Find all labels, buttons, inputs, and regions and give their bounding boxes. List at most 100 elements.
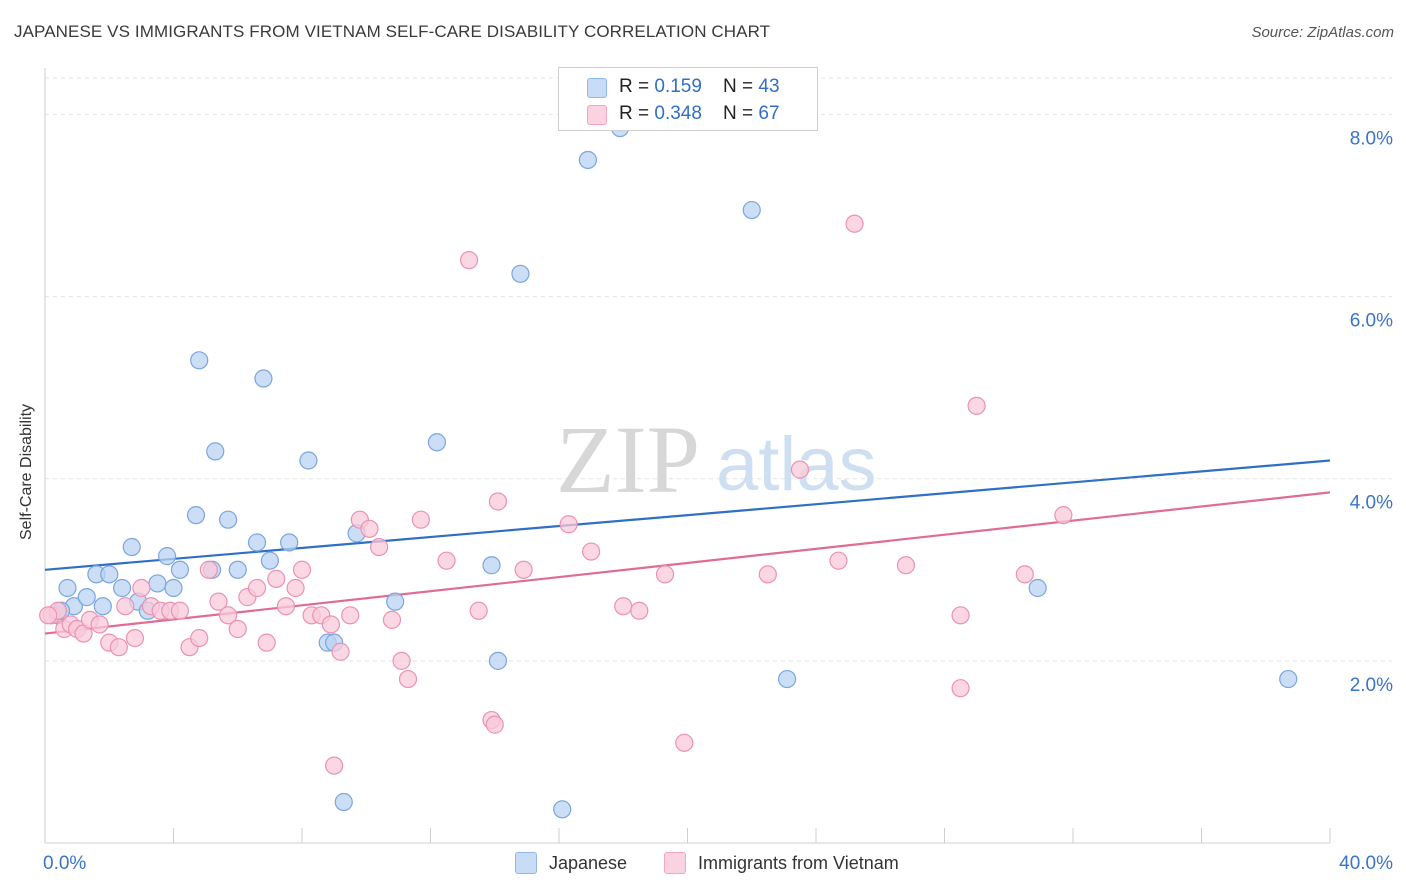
- data-point-japanese: [777, 669, 797, 689]
- legend-swatch-japanese: [515, 852, 537, 874]
- data-point-vietnam: [630, 601, 649, 620]
- data-point-vietnam: [790, 460, 810, 479]
- data-point-vietnam: [199, 560, 218, 579]
- x-tick-label: 0.0%: [43, 853, 86, 874]
- data-point-vietnam: [116, 597, 135, 616]
- data-point-vietnam: [1015, 565, 1034, 584]
- data-point-vietnam: [758, 565, 777, 584]
- data-point-vietnam: [382, 610, 402, 629]
- data-point-japanese: [427, 433, 447, 452]
- data-point-japanese: [553, 800, 572, 819]
- data-point-vietnam: [209, 592, 228, 611]
- data-point-japanese: [122, 537, 141, 557]
- data-point-japanese: [190, 351, 209, 370]
- data-point-japanese: [260, 551, 279, 570]
- data-point-japanese: [186, 506, 206, 525]
- data-point-vietnam: [485, 715, 504, 734]
- legend-swatch-vietnam: [587, 105, 607, 125]
- data-point-vietnam: [341, 606, 360, 625]
- data-point-vietnam: [109, 638, 128, 657]
- data-point-vietnam: [321, 615, 341, 634]
- legend-r-label: R =: [619, 76, 655, 97]
- trendlines: [44, 459, 1331, 635]
- data-point-vietnam: [170, 601, 190, 620]
- legend-r-value: 0.348: [654, 103, 702, 124]
- data-point-vietnam: [90, 615, 109, 634]
- data-point-vietnam: [829, 551, 848, 570]
- legend-item-japanese: Japanese: [515, 852, 627, 874]
- data-point-vietnam: [469, 601, 488, 620]
- data-point-japanese: [280, 533, 299, 552]
- chart-title: JAPANESE VS IMMIGRANTS FROM VIETNAM SELF…: [14, 22, 771, 41]
- data-point-vietnam: [276, 597, 296, 616]
- data-point-vietnam: [219, 606, 238, 625]
- data-point-vietnam: [951, 679, 970, 698]
- data-point-vietnam: [655, 565, 675, 584]
- data-point-japanese: [386, 592, 405, 611]
- data-point-japanese: [58, 578, 77, 598]
- y-axis-label: Self-Care Disability: [18, 403, 35, 540]
- data-point-japanese: [206, 442, 225, 461]
- legend-n-value: 67: [758, 103, 780, 124]
- data-point-vietnam: [39, 606, 58, 625]
- data-point-japanese: [299, 451, 318, 470]
- data-point-vietnam: [951, 606, 970, 625]
- data-point-vietnam: [132, 578, 151, 598]
- data-point-japanese: [488, 651, 508, 670]
- watermark-zip: ZIP: [556, 406, 700, 513]
- watermark: ZIP atlas: [556, 406, 877, 513]
- data-point-vietnam: [286, 578, 305, 598]
- trendline-vietnam: [44, 491, 1331, 635]
- data-point-vietnam: [488, 492, 508, 511]
- legend-n-label: N =: [723, 103, 759, 124]
- data-point-japanese: [1028, 578, 1047, 598]
- data-point-japanese: [578, 150, 598, 170]
- data-point-japanese: [334, 792, 353, 812]
- data-point-japanese: [742, 200, 761, 220]
- legend-swatch-japanese: [587, 78, 607, 98]
- data-point-vietnam: [437, 551, 456, 570]
- legend-label-vietnam: Immigrants from Vietnam: [698, 852, 899, 873]
- data-point-vietnam: [331, 642, 350, 661]
- series-vietnam-points: [39, 214, 1073, 775]
- data-point-vietnam: [392, 651, 411, 670]
- data-point-vietnam: [1054, 506, 1073, 525]
- data-point-japanese: [100, 565, 119, 584]
- legend-n-value: 43: [758, 76, 780, 97]
- data-point-vietnam: [614, 597, 633, 616]
- data-point-japanese: [228, 560, 247, 579]
- legend-label-japanese: Japanese: [549, 852, 628, 873]
- data-point-vietnam: [845, 214, 864, 233]
- data-point-vietnam: [228, 619, 247, 639]
- data-point-japanese: [511, 264, 530, 283]
- data-point-japanese: [170, 560, 190, 579]
- data-point-vietnam: [896, 556, 916, 575]
- data-point-vietnam: [514, 560, 533, 579]
- legend-r-label: R =: [619, 103, 655, 124]
- gridlines: [45, 77, 1392, 662]
- data-point-japanese: [164, 578, 183, 598]
- data-point-vietnam: [559, 515, 578, 534]
- correlation-legend: R = 0.159 N = 43 R = 0.348 N = 67: [558, 67, 818, 131]
- data-point-japanese: [1279, 669, 1298, 689]
- x-tick-label: 40.0%: [1339, 853, 1393, 874]
- legend-item-vietnam: Immigrants from Vietnam: [664, 852, 899, 874]
- data-point-vietnam: [257, 633, 276, 652]
- data-point-japanese: [93, 597, 112, 616]
- data-point-japanese: [219, 510, 238, 529]
- legend-r-value: 0.159: [654, 76, 702, 97]
- data-point-vietnam: [411, 510, 430, 529]
- data-point-vietnam: [967, 396, 986, 415]
- data-point-vietnam: [370, 537, 389, 557]
- tick-labels: 2.0% 4.0% 6.0% 8.0% 0.0% 40.0%: [43, 128, 1393, 874]
- y-tick-label: 8.0%: [1350, 128, 1393, 149]
- data-point-japanese: [148, 574, 167, 593]
- series-legend: Japanese Immigrants from Vietnam: [0, 852, 1406, 878]
- data-point-japanese: [482, 556, 501, 575]
- data-point-vietnam: [267, 569, 286, 588]
- y-tick-label: 4.0%: [1350, 493, 1393, 514]
- data-point-vietnam: [398, 669, 418, 689]
- legend-n-label: N =: [723, 76, 759, 97]
- data-point-vietnam: [292, 560, 312, 579]
